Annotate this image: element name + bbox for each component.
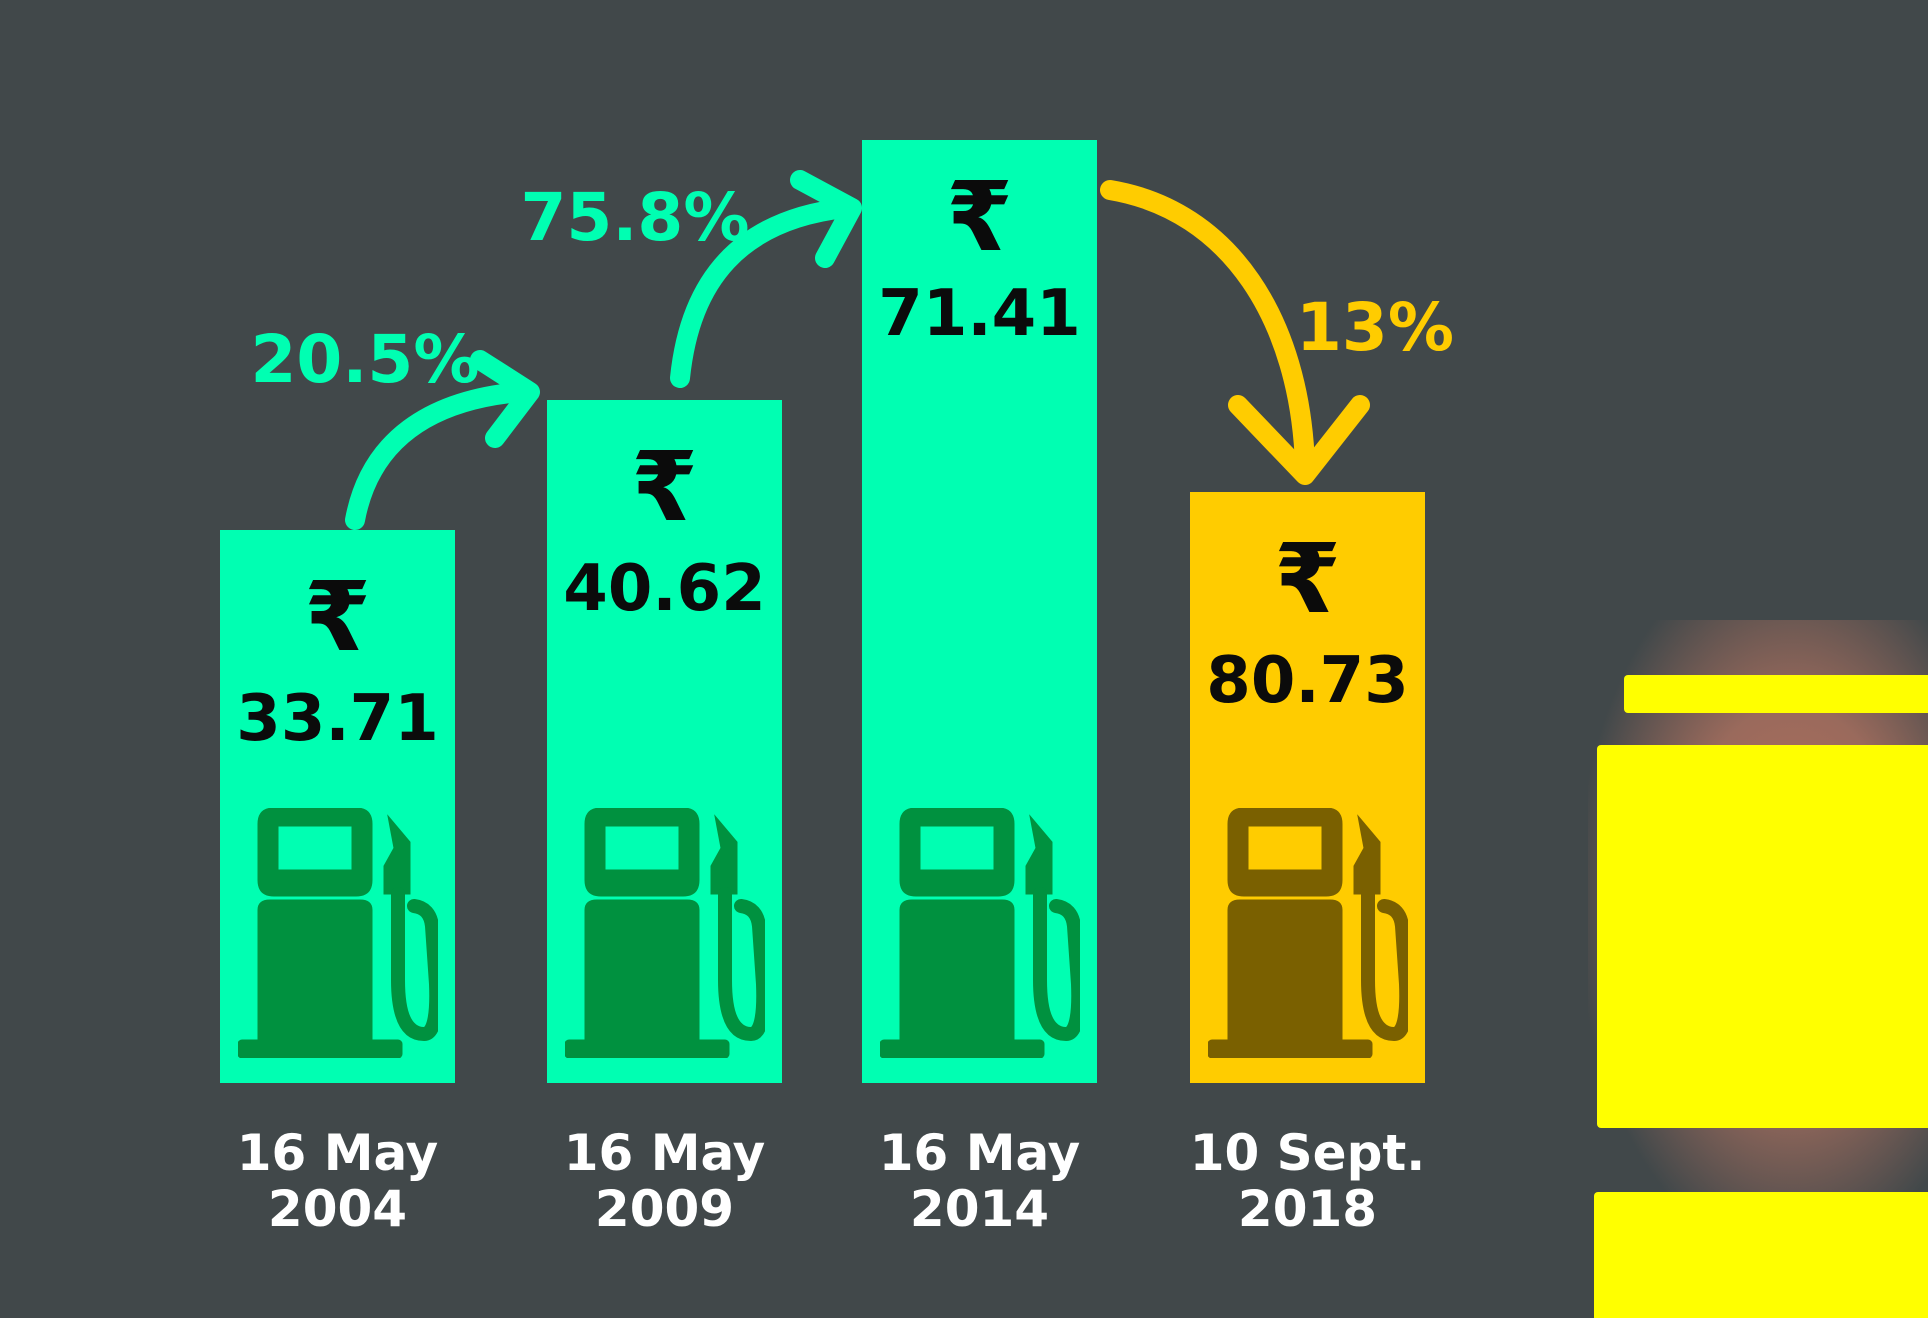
change-arrow: 13% [1100, 180, 1454, 485]
change-label: 75.8% [521, 179, 750, 256]
arrow-head-icon [1228, 395, 1370, 485]
arrow-shaft [345, 382, 530, 530]
date-label-line: 16 May [879, 1124, 1081, 1182]
change-label: 13% [1296, 289, 1454, 366]
rupee-icon: ₹ [631, 431, 698, 543]
redaction-bar-1 [1624, 675, 1928, 713]
arrow-head-icon [790, 170, 862, 268]
bar-group: ₹71.41 [862, 140, 1097, 1083]
redaction-overlay [1588, 620, 1928, 1318]
date-label-line: 2014 [910, 1180, 1049, 1238]
date-label-line: 16 May [564, 1124, 766, 1182]
value-label: 33.71 [236, 682, 438, 756]
bar-group: ₹40.62 [547, 400, 782, 1083]
bars: ₹33.71₹40.62₹71.41₹80.73 [220, 140, 1425, 1083]
arrow-head-icon [470, 350, 540, 448]
rupee-icon: ₹ [946, 161, 1013, 273]
value-label: 80.73 [1206, 644, 1408, 718]
date-label: 10 Sept.2018 [1190, 1124, 1426, 1238]
date-label-line: 2009 [595, 1180, 734, 1238]
arrow-shaft [1100, 180, 1315, 475]
bar-group: ₹33.71 [220, 530, 455, 1083]
redaction-bar-3 [1594, 1192, 1928, 1318]
redaction-bar-2 [1597, 745, 1928, 1128]
rupee-icon: ₹ [304, 561, 371, 673]
value-label: 71.41 [878, 277, 1080, 351]
change-arrow: 75.8% [521, 170, 862, 388]
date-label-line: 16 May [237, 1124, 439, 1182]
date-label-line: 2004 [268, 1180, 407, 1238]
change-label: 20.5% [251, 321, 480, 398]
change-arrow: 20.5% [251, 321, 540, 530]
date-label-line: 10 Sept. [1190, 1124, 1426, 1182]
date-label-line: 2018 [1238, 1180, 1377, 1238]
value-label: 40.62 [563, 552, 765, 626]
change-arrows: 20.5% 75.8% 13% [251, 170, 1454, 530]
bar-group: ₹80.73 [1190, 492, 1425, 1083]
arrow-shaft [670, 198, 855, 388]
rupee-icon: ₹ [1274, 523, 1341, 635]
